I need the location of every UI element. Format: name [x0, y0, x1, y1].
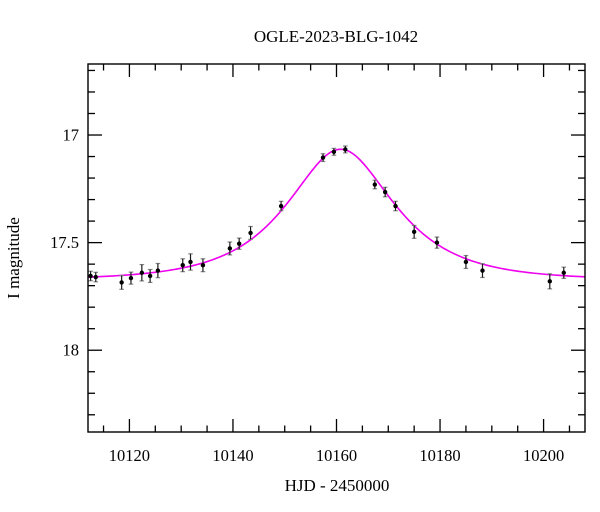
- data-point: [200, 263, 206, 268]
- data-point: [180, 263, 185, 268]
- x-axis-label: HJD - 2450000: [285, 476, 390, 495]
- data-point: [561, 270, 566, 275]
- model-curve-path: [87, 148, 586, 278]
- data-point: [139, 270, 145, 275]
- data-point: [93, 274, 98, 280]
- data-point: [382, 189, 388, 195]
- x-tick-label: 10160: [316, 446, 357, 465]
- data-point: [411, 229, 417, 235]
- y-tick-label: 18: [63, 341, 80, 360]
- data-point: [331, 149, 337, 155]
- data-point: [480, 268, 485, 273]
- axis-tick-labels: 10120 10140 10160 10180 10200 17 17.5 18: [50, 126, 564, 465]
- x-tick-label: 10140: [212, 446, 253, 465]
- data-point: [155, 268, 161, 273]
- x-tick-label: 10200: [523, 446, 564, 465]
- x-tick-label: 10180: [419, 446, 460, 465]
- model-curve: [87, 148, 586, 278]
- data-point: [547, 279, 552, 284]
- data-point: [278, 203, 284, 209]
- data-point: [320, 155, 326, 160]
- data-point: [188, 259, 193, 265]
- data-point: [463, 259, 469, 265]
- y-axis-label: I magnitude: [4, 217, 23, 299]
- y-tick-label: 17.5: [50, 233, 79, 252]
- data-point: [119, 280, 124, 285]
- plot-frame: [87, 63, 586, 433]
- frame-rect: [87, 63, 586, 433]
- data-point: [236, 241, 242, 246]
- x-tick-label: 10120: [109, 446, 150, 465]
- data-points: [88, 145, 567, 290]
- y-tick-label: 17: [63, 126, 80, 145]
- data-point: [434, 240, 440, 245]
- data-point: [248, 230, 253, 236]
- data-point: [88, 273, 93, 279]
- data-point: [147, 273, 153, 279]
- plot-title: OGLE-2023-BLG-1042: [254, 27, 418, 46]
- data-point: [372, 182, 378, 187]
- data-point: [393, 203, 398, 209]
- axis-ticks: [88, 64, 585, 432]
- data-point: [343, 147, 348, 152]
- data-point: [128, 275, 134, 281]
- data-point: [227, 246, 233, 251]
